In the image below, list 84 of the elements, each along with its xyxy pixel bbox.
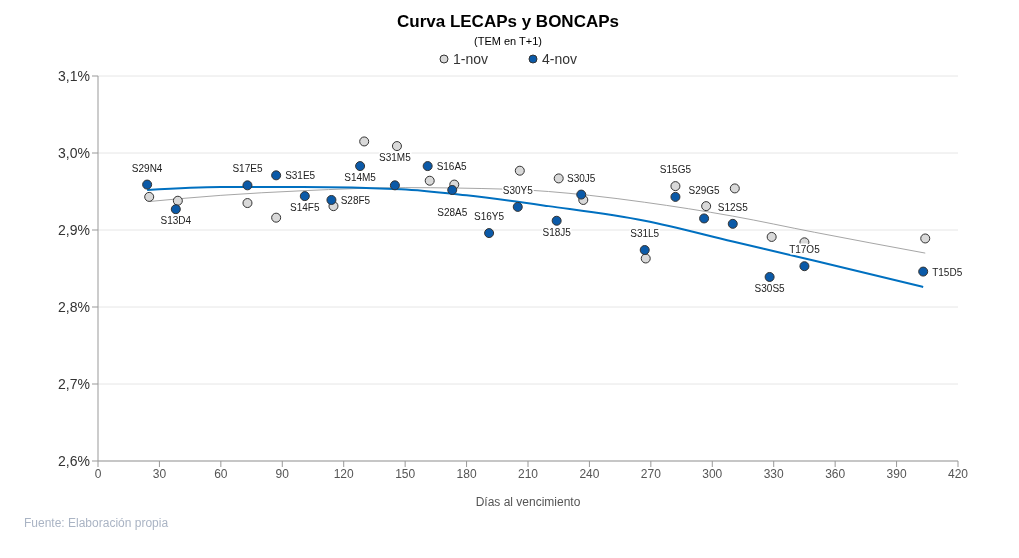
annotation: S31M5 xyxy=(379,152,412,164)
point xyxy=(764,271,775,282)
point xyxy=(920,233,931,244)
y-tick-label: 3,0% xyxy=(58,144,90,161)
point xyxy=(639,245,650,256)
point xyxy=(699,213,710,224)
x-tick-label: 390 xyxy=(886,466,907,481)
point xyxy=(172,195,183,206)
legend-label: 1-nov xyxy=(451,51,488,67)
annotation: S13D4 xyxy=(160,215,192,227)
point xyxy=(640,253,651,264)
annotation: S28F5 xyxy=(340,194,371,206)
annotation: S30S5 xyxy=(754,282,786,294)
point xyxy=(170,204,181,215)
point xyxy=(359,136,370,147)
point xyxy=(670,181,681,192)
x-tick-label: 420 xyxy=(947,466,969,481)
annotation: S15G5 xyxy=(659,163,692,175)
annotation: S28A5 xyxy=(437,206,468,218)
point xyxy=(355,161,366,172)
point xyxy=(799,261,810,272)
annotation: S30J5 xyxy=(567,172,596,184)
point xyxy=(766,231,777,242)
chart-subtitle: (TEM en T+1) xyxy=(473,35,543,47)
y-tick-label: 2,8% xyxy=(58,298,90,315)
point xyxy=(144,191,155,202)
point xyxy=(729,183,740,194)
point xyxy=(242,198,253,209)
x-tick-label: 300 xyxy=(702,466,723,481)
point xyxy=(391,141,402,152)
point xyxy=(271,170,282,181)
x-tick-label: 90 xyxy=(275,466,290,481)
annotation: S31L5 xyxy=(630,228,660,240)
point xyxy=(551,215,562,226)
y-tick-label: 2,6% xyxy=(58,452,90,469)
annotation: S16A5 xyxy=(436,161,468,173)
y-tick-label: 2,7% xyxy=(58,375,90,392)
annotation: T17O5 xyxy=(789,244,821,256)
annotation: S17E5 xyxy=(232,163,263,175)
annotation: S18J5 xyxy=(542,226,572,238)
point xyxy=(727,218,738,229)
legend-label: 4-nov xyxy=(541,51,578,67)
point xyxy=(918,266,929,277)
annotation: S30Y5 xyxy=(502,184,534,196)
x-tick-label: 0 xyxy=(94,466,102,481)
point xyxy=(422,161,433,172)
annotation: S14M5 xyxy=(344,172,377,184)
point xyxy=(389,180,400,191)
source-note: Fuente: Elaboración propia xyxy=(24,516,170,530)
y-tick-label: 2,9% xyxy=(58,221,90,238)
point xyxy=(701,201,712,212)
point xyxy=(424,175,435,186)
annotation: S29N4 xyxy=(131,162,163,174)
x-tick-label: 180 xyxy=(456,466,477,481)
x-tick-label: 270 xyxy=(640,466,662,481)
point xyxy=(576,189,587,200)
point xyxy=(512,201,523,212)
x-tick-label: 60 xyxy=(214,466,228,481)
annotation: S29G5 xyxy=(688,185,721,197)
x-tick-label: 150 xyxy=(395,466,416,481)
y-tick-label: 3,1% xyxy=(58,67,90,84)
point xyxy=(670,191,681,202)
point xyxy=(242,180,253,191)
x-tick-label: 120 xyxy=(333,466,355,481)
annotation: S31E5 xyxy=(285,170,316,182)
annotation: T15D5 xyxy=(932,266,963,278)
chart-title: Curva LECAPs y BONCAPs xyxy=(396,12,620,32)
annotation: S16Y5 xyxy=(474,211,505,223)
x-tick-label: 240 xyxy=(579,466,600,481)
point xyxy=(299,191,310,202)
point xyxy=(142,179,153,190)
x-tick-label: 30 xyxy=(152,466,167,481)
x-axis-title: Días al vencimiento xyxy=(475,495,581,509)
x-tick-label: 330 xyxy=(763,466,785,481)
point xyxy=(271,212,282,223)
point xyxy=(553,173,564,184)
x-tick-label: 360 xyxy=(825,466,846,481)
annotation: S14F5 xyxy=(290,202,320,214)
point xyxy=(326,194,337,205)
point xyxy=(447,184,458,195)
point xyxy=(484,228,495,239)
x-tick-label: 210 xyxy=(517,466,539,481)
annotation: S12S5 xyxy=(717,201,749,213)
point xyxy=(514,165,525,176)
